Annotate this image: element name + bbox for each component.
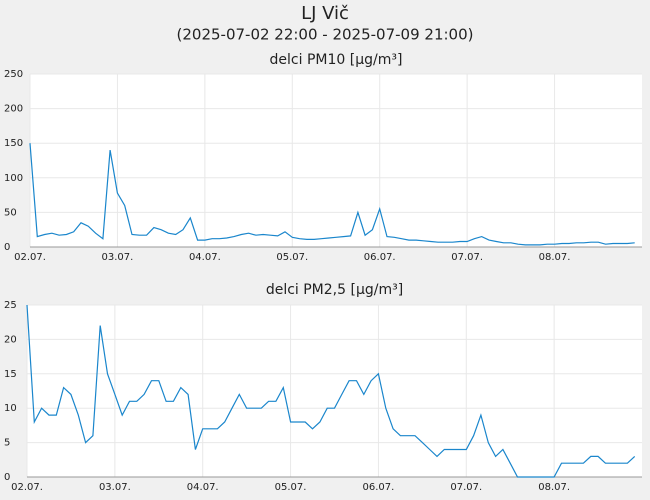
y-tick-label: 5: [4, 438, 10, 449]
data-line: [26, 304, 636, 478]
x-tick-label: 03.07.: [102, 252, 134, 263]
y-tick-label: 0: [4, 472, 10, 483]
x-tick-label: 06.07.: [364, 252, 396, 263]
x-tick-label: 06.07.: [363, 482, 395, 493]
x-tick-label: 07.07.: [450, 482, 482, 493]
y-tick-label: 200: [4, 104, 23, 115]
x-tick-label: 04.07.: [189, 252, 221, 263]
x-tick-label: 05.07.: [275, 482, 307, 493]
y-tick-label: 0: [4, 242, 10, 253]
y-tick-label: 25: [4, 300, 17, 311]
y-tick-label: 250: [4, 69, 23, 80]
y-tick-label: 15: [4, 369, 17, 380]
x-tick-label: 02.07.: [14, 252, 46, 263]
x-tick-label: 08.07.: [539, 252, 571, 263]
y-tick-label: 10: [4, 403, 17, 414]
x-tick-label: 03.07.: [99, 482, 131, 493]
x-tick-label: 05.07.: [276, 252, 308, 263]
chart-title: delci PM2,5 [µg/m³]: [266, 282, 403, 298]
plot-area: [27, 305, 642, 477]
y-tick-label: 50: [4, 207, 17, 218]
y-tick-label: 150: [4, 138, 23, 149]
x-tick-label: 07.07.: [451, 252, 483, 263]
x-tick-label: 04.07.: [187, 482, 219, 493]
y-tick-label: 20: [4, 334, 17, 345]
plot-area: [30, 74, 642, 247]
page-subtitle: (2025-07-02 22:00 - 2025-07-09 21:00): [177, 26, 474, 44]
chart-title: delci PM10 [µg/m³]: [270, 52, 403, 68]
x-tick-label: 08.07.: [538, 482, 570, 493]
x-tick-label: 02.07.: [11, 482, 43, 493]
data-line: [29, 143, 635, 246]
y-tick-label: 100: [4, 173, 23, 184]
page-title: LJ Vič: [301, 3, 349, 24]
